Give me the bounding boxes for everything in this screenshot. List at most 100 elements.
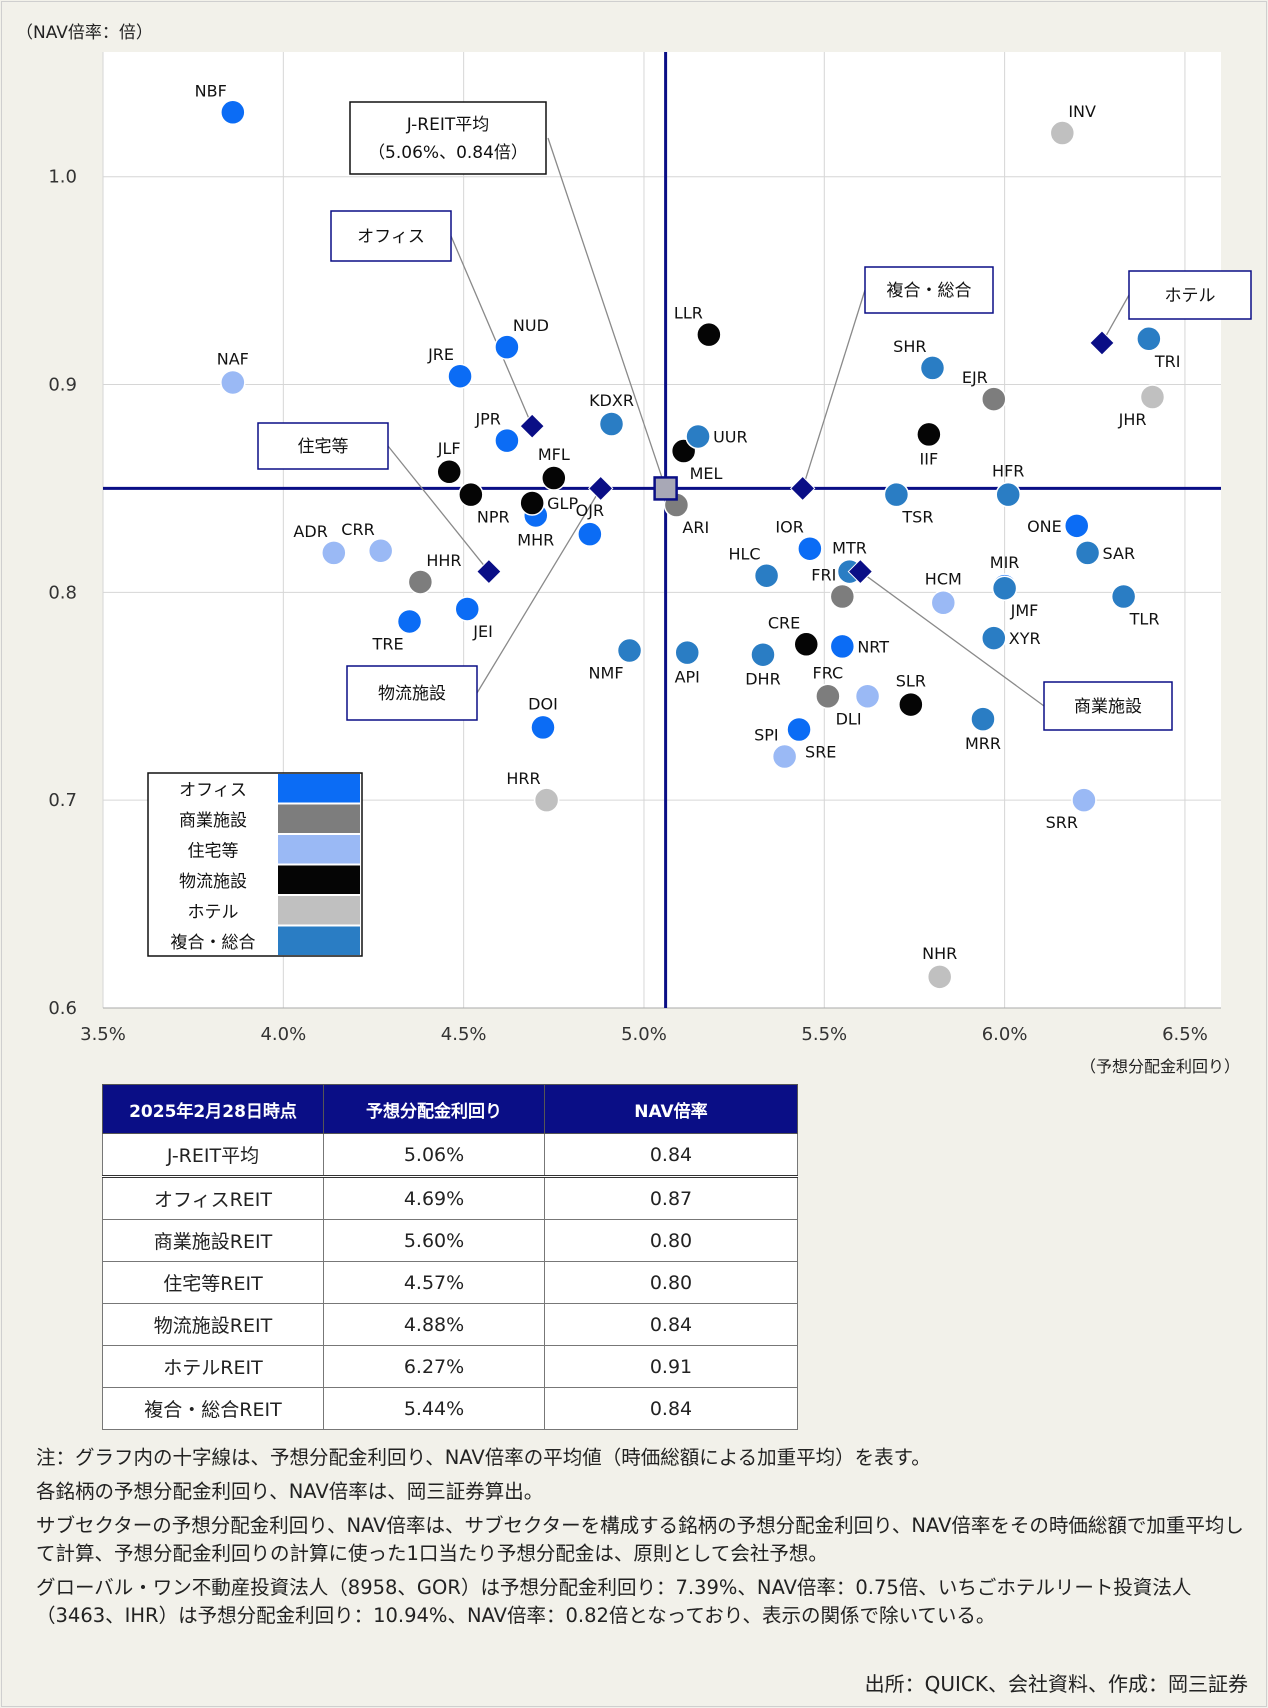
legend-swatch xyxy=(278,926,360,955)
legend-label: 複合・総合 xyxy=(171,933,256,953)
callout-box xyxy=(346,665,478,721)
source-credit: 出所：QUICK、会社資料、作成：岡三証券 xyxy=(864,1672,1248,1696)
table-cell: 0.80 xyxy=(544,1219,798,1262)
point-label: API xyxy=(675,668,700,687)
point-label: NUD xyxy=(513,316,549,335)
legend-box xyxy=(147,772,363,957)
table-row: J-REIT平均 5.06% 0.84 xyxy=(102,1133,798,1178)
point-cre xyxy=(793,631,820,658)
note-line: 注：グラフ内の十字線は、予想分配金利回り、NAV倍率の平均値（時価総額による加重… xyxy=(36,1446,931,1469)
point-one xyxy=(1063,513,1090,539)
sector-average-marker xyxy=(1089,330,1115,356)
point-label: NHR xyxy=(922,944,957,963)
sector-average-marker xyxy=(847,558,874,585)
point-dli xyxy=(854,683,881,710)
point-label: HCM xyxy=(925,570,962,589)
point-label: CRE xyxy=(768,613,800,632)
point-crr xyxy=(367,538,394,564)
y-tick-label: 0.9 xyxy=(48,375,77,396)
point-hfr xyxy=(995,481,1021,508)
point-label: INV xyxy=(1068,102,1096,121)
point-label: MIR xyxy=(990,553,1020,572)
x-axis-label: （予想分配金利回り） xyxy=(1080,1057,1240,1076)
table-row: オフィスREIT 4.69% 0.87 xyxy=(102,1176,798,1220)
point-label: JLF xyxy=(437,439,461,458)
point-label: ARI xyxy=(682,518,709,537)
point-label: FRI xyxy=(811,566,836,585)
table-cell: 6.27% xyxy=(323,1345,545,1388)
callout-box xyxy=(864,266,994,314)
x-tick-label: 4.0% xyxy=(260,1024,306,1045)
callout-leader xyxy=(547,137,667,489)
point-label: SLR xyxy=(896,672,926,691)
point-xyr xyxy=(981,625,1007,651)
point-sre xyxy=(786,716,812,743)
table-cell: 5.44% xyxy=(323,1387,545,1430)
sector-average-marker xyxy=(476,558,502,585)
grid-lines xyxy=(102,52,1221,1009)
point-label: EJR xyxy=(962,368,988,387)
callout-leader xyxy=(450,235,533,427)
point-npr xyxy=(458,481,484,508)
point-label: MFL xyxy=(538,445,570,464)
point-label: XYR xyxy=(1009,629,1041,648)
y-tick-labels: 0.6 0.7 0.8 0.9 1.0 xyxy=(48,167,77,1019)
point-label: TSR xyxy=(901,508,933,527)
point-tsr xyxy=(883,481,910,508)
table-cell: 商業施設REIT xyxy=(102,1219,324,1262)
point-label: MRR xyxy=(965,734,1001,753)
point-label: OJR xyxy=(576,501,604,520)
point-mrr xyxy=(970,706,996,732)
point-glp xyxy=(519,490,545,516)
point-label: JMF xyxy=(1010,601,1039,620)
table-cell: 物流施設REIT xyxy=(102,1303,324,1346)
point-label: DHR xyxy=(745,670,780,689)
note-line: サブセクターの予想分配金利回り、NAV倍率は、サブセクターを構成する銘柄の予想分… xyxy=(36,1514,1244,1565)
point-ojr xyxy=(577,521,603,547)
point-label: NAF xyxy=(217,349,249,368)
point-hlc xyxy=(753,562,780,589)
point-label: MEL xyxy=(690,464,723,483)
y-tick-label: 0.6 xyxy=(48,998,77,1019)
table-row: ホテルREIT 6.27% 0.91 xyxy=(102,1345,798,1388)
point-label: NBF xyxy=(195,81,227,100)
table-row: 物流施設REIT 4.88% 0.84 xyxy=(102,1303,798,1346)
point-label: IIF xyxy=(920,449,939,468)
callout-box xyxy=(330,210,452,262)
point-sar xyxy=(1074,540,1101,566)
sector-average-marker xyxy=(519,413,545,439)
legend-label: 物流施設 xyxy=(179,872,247,892)
point-label: DOI xyxy=(528,694,558,713)
table-row: 複合・総合REIT 5.44% 0.84 xyxy=(102,1387,798,1430)
header-yield: 予想分配金利回り xyxy=(323,1084,545,1134)
callout-leader xyxy=(859,571,1045,707)
point-label: LLR xyxy=(674,304,703,323)
callout-text: 物流施設 xyxy=(378,684,446,704)
point-label: TLR xyxy=(1129,610,1160,629)
point-jei xyxy=(454,596,481,622)
table-cell: 0.91 xyxy=(544,1345,798,1388)
point-adr xyxy=(321,540,347,566)
callout-box xyxy=(1128,270,1252,320)
point-frc xyxy=(815,683,841,710)
point-nud xyxy=(494,334,520,360)
reit-points: NBF NUD JRE JPR MHR OJR JEI TRE DOI IOR NRT SRE MIR O… xyxy=(195,81,1180,990)
legend-label: オフィス xyxy=(179,780,247,800)
legend-swatch xyxy=(278,865,360,894)
point-api xyxy=(674,639,700,666)
x-tick-label: 4.5% xyxy=(441,1024,487,1045)
callout-text: J-REIT平均 xyxy=(406,115,490,135)
point-label: HHR xyxy=(426,551,461,570)
point-label: SHR xyxy=(893,337,926,356)
point-label: SAR xyxy=(1103,544,1136,563)
point-label: TRE xyxy=(372,634,404,653)
point-label: ADR xyxy=(293,522,327,541)
point-label: IOR xyxy=(775,518,803,537)
table-cell: 複合・総合REIT xyxy=(102,1387,324,1430)
legend-swatch xyxy=(278,774,360,803)
table-cell: J-REIT平均 xyxy=(102,1133,324,1178)
point-nrt xyxy=(829,633,856,660)
legend-swatch xyxy=(278,835,360,864)
point-llr xyxy=(696,321,722,348)
